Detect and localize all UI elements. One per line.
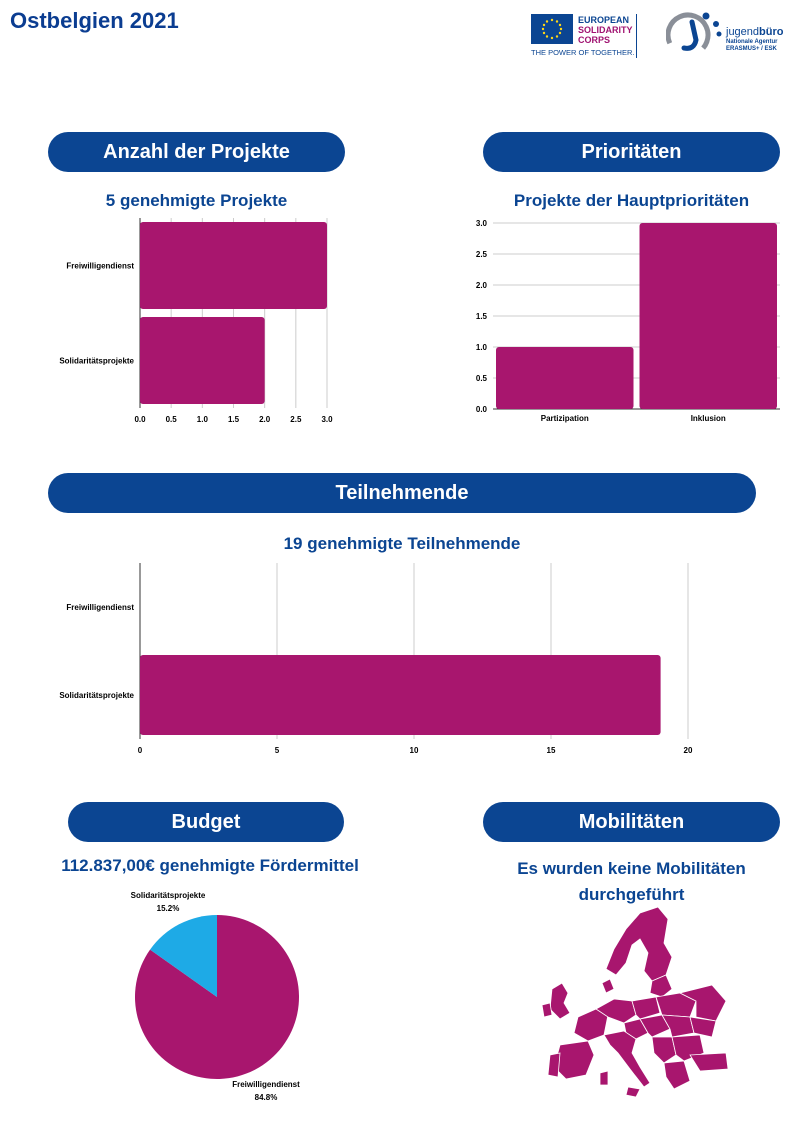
budget-slice-label: Solidaritätsprojekte <box>131 891 206 900</box>
budget-subtitle: 112.837,00€ genehmigte Fördermittel <box>61 856 359 875</box>
projects-bar <box>140 317 265 404</box>
mobility-subtitle-line2: durchgeführt <box>578 885 685 904</box>
participants-subtitle: 19 genehmigte Teilnehmende <box>283 534 521 553</box>
participants-tick-label: 5 <box>275 746 280 755</box>
budget-pie-chart: Solidaritätsprojekte 15.2% Freiwilligendie… <box>131 891 300 1102</box>
priorities-tick-label: 3.0 <box>476 219 488 228</box>
jb-sub2: ERASMUS+ / ESK <box>726 46 777 52</box>
projects-bar-chart: 0.0 0.5 1.0 1.5 2.0 2.5 3.0 Freiwilligendienst S… <box>59 218 333 424</box>
projects-tick-label: 2.5 <box>290 415 302 424</box>
europe-map-icon <box>541 906 729 1098</box>
priorities-category-label: Partizipation <box>541 414 589 423</box>
jb-name-bold: büro <box>759 26 784 38</box>
mobility-subtitle-line1: Es wurden keine Mobilitäten <box>517 859 746 878</box>
budget-slice <box>150 915 217 997</box>
eu-flag-icon <box>531 14 573 44</box>
priorities-bar-chart: 0.0 0.5 1.0 1.5 2.0 2.5 3.0 Partizipation Inklus… <box>476 219 780 423</box>
priorities-subtitle: Projekte der Hauptprioritäten <box>513 191 750 210</box>
logo-divider <box>636 14 637 58</box>
participants-bar <box>140 655 661 735</box>
priorities-tick-label: 1.0 <box>476 343 488 352</box>
mobility-subtitle: Es wurden keine Mobilitäten durchgeführt <box>483 856 780 908</box>
priorities-bar <box>496 347 634 409</box>
jugendbuero-logo: jugendbüro Nationale Agentur ERASMUS+ / … <box>666 10 791 60</box>
jb-sub1: Nationale Agentur <box>726 39 778 45</box>
budget-slice-label: Freiwilligendienst <box>232 1080 300 1089</box>
priorities-tick-label: 0.0 <box>476 405 488 414</box>
page-title: Ostbelgien 2021 <box>10 8 179 33</box>
priorities-category-label: Inklusion <box>691 414 726 423</box>
projects-section-header: Anzahl der Projekte <box>48 132 345 172</box>
projects-category-label: Freiwilligendienst <box>66 262 134 271</box>
jugendbuero-emblem-icon <box>666 12 722 58</box>
projects-category-label: Solidaritätsprojekte <box>59 357 134 366</box>
esc-line2: SOLIDARITY <box>578 25 633 35</box>
projects-tick-label: 1.5 <box>228 415 240 424</box>
projects-subtitle: 5 genehmigte Projekte <box>105 191 288 210</box>
esc-line1: EUROPEAN <box>578 15 630 25</box>
budget-slice-value: 84.8% <box>255 1093 278 1102</box>
jb-name-light: jugend <box>726 26 760 38</box>
projects-bar <box>140 222 327 309</box>
european-solidarity-corps-logo: EUROPEAN SOLIDARITY CORPS THE POWER OF T… <box>531 14 641 60</box>
projects-tick-label: 0.0 <box>134 415 146 424</box>
priorities-tick-label: 0.5 <box>476 374 488 383</box>
budget-section-header: Budget <box>68 802 344 842</box>
participants-category-label: Solidaritätsprojekte <box>59 691 134 700</box>
participants-bar-chart: 0 5 10 15 20 Freiwilligendienst Solidaritätspr… <box>59 563 693 755</box>
esc-tagline: THE POWER OF TOGETHER. <box>531 48 635 57</box>
budget-slice-value: 15.2% <box>157 904 180 913</box>
participants-tick-label: 15 <box>547 746 556 755</box>
projects-tick-label: 1.0 <box>197 415 209 424</box>
priorities-tick-label: 2.5 <box>476 250 488 259</box>
projects-tick-label: 3.0 <box>321 415 333 424</box>
priorities-tick-label: 2.0 <box>476 281 488 290</box>
projects-tick-label: 0.5 <box>166 415 178 424</box>
participants-tick-label: 0 <box>138 746 143 755</box>
participants-tick-label: 10 <box>410 746 419 755</box>
priorities-bar <box>639 223 777 409</box>
esc-line3: CORPS <box>578 35 611 45</box>
mobility-section-header: Mobilitäten <box>483 802 780 842</box>
priorities-section-header: Prioritäten <box>483 132 780 172</box>
participants-section-header: Teilnehmende <box>48 473 756 513</box>
participants-category-label: Freiwilligendienst <box>66 603 134 612</box>
priorities-tick-label: 1.5 <box>476 312 488 321</box>
participants-tick-label: 20 <box>684 746 693 755</box>
projects-tick-label: 2.0 <box>259 415 271 424</box>
